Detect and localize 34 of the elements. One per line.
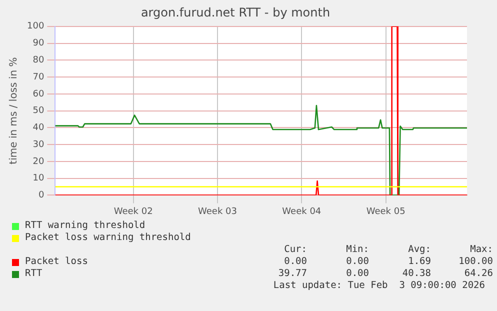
x-tick-label: Week 03 (198, 206, 237, 217)
legend-label: Packet loss warning threshold (25, 232, 192, 244)
legend-label: RTT (25, 268, 44, 280)
y-tick-label: 10 (32, 174, 44, 184)
x-tick-label: Week 04 (282, 206, 322, 217)
text: Avg: (407, 244, 431, 256)
text: 0.00 (283, 256, 307, 268)
y-tick-label: 80 (32, 56, 44, 66)
y-tick-label: 20 (32, 156, 44, 167)
text: 40.38 (401, 268, 431, 280)
text: 64.26 (463, 268, 493, 280)
x-tick-label: Week 02 (114, 206, 153, 217)
text: 0.00 (345, 256, 369, 268)
chart-title: argon.furud.net RTT - by month (140, 5, 330, 20)
legend-label: RTT warning threshold (25, 220, 146, 232)
text: 100.00 (458, 256, 493, 268)
y-tick-label: 60 (32, 89, 44, 100)
y-tick-label: 70 (32, 72, 44, 82)
text: Last update: Tue Feb 3 09:00:00 2026 (272, 280, 485, 292)
legend-label: Packet loss (25, 256, 89, 268)
x-tick-label: Week 05 (366, 206, 406, 217)
y-tick-label: 50 (32, 106, 44, 116)
text: 39.77 (277, 268, 307, 280)
y-tick-label: 100 (26, 22, 44, 32)
y-axis-title: time in ms / loss in % (8, 57, 20, 164)
y-tick-label: 90 (32, 38, 44, 49)
text: Max: (469, 244, 493, 256)
text: Cur: (283, 244, 307, 256)
y-tick-label: 40 (32, 123, 44, 134)
y-tick-label: 30 (32, 140, 44, 150)
text: 1.69 (407, 256, 431, 268)
y-tick-label: 0 (38, 190, 44, 201)
text: 0.00 (345, 268, 369, 280)
text: Min: (345, 244, 369, 256)
